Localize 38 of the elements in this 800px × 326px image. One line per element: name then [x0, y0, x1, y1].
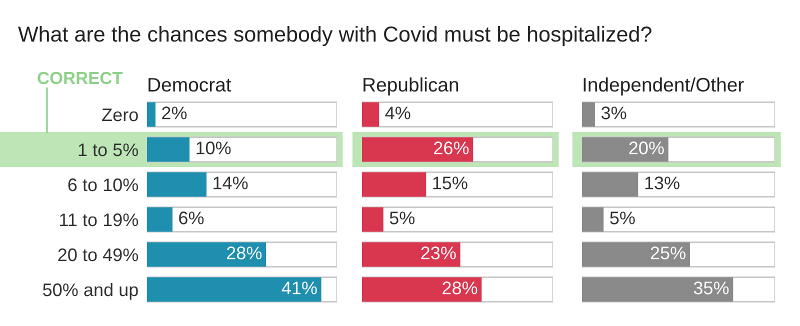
data-label: 15%	[433, 176, 468, 190]
data-label: 2%	[162, 106, 187, 120]
series-label: Republican	[364, 77, 458, 96]
data-label: 28%	[442, 282, 478, 294]
data-label: 20%	[629, 142, 664, 154]
y-tick-label: Zero	[102, 108, 138, 122]
data-label: 6%	[179, 212, 204, 224]
data-label: 13%	[645, 176, 680, 190]
data-label: 35%	[694, 282, 729, 294]
data-label: 28%	[227, 246, 262, 260]
data-label: 3%	[601, 106, 626, 120]
y-tick-label: 1 to 5%	[78, 144, 138, 156]
data-label: 25%	[650, 246, 686, 260]
series-label: Independent/Other	[584, 77, 744, 96]
data-label: 14%	[214, 176, 248, 190]
data-label: 5%	[390, 212, 415, 224]
bar	[582, 102, 595, 127]
y-tick-label: 50% and up	[43, 282, 138, 300]
band-label: CORRECT	[38, 72, 123, 84]
data-label: 4%	[385, 106, 410, 120]
bar	[582, 207, 604, 232]
bar	[362, 207, 384, 232]
data-label: 41%	[282, 282, 317, 294]
chart-title: What are the chances somebody with Covid must be hospitalized?	[18, 26, 652, 46]
y-tick-label: 6 to 10%	[68, 178, 138, 192]
bar	[147, 207, 173, 232]
data-label: 23%	[421, 246, 456, 260]
bar	[147, 137, 190, 162]
bar	[582, 172, 638, 197]
data-label: 10%	[196, 142, 231, 154]
bar	[147, 172, 207, 197]
y-tick-label: 20 to 49%	[58, 248, 138, 262]
data-label: 26%	[434, 142, 469, 154]
y-tick-label: 11 to 19%	[60, 213, 138, 226]
bar	[147, 102, 156, 127]
bar	[362, 102, 380, 127]
data-label: 5%	[610, 212, 635, 224]
series-label: Democrat	[148, 78, 232, 92]
